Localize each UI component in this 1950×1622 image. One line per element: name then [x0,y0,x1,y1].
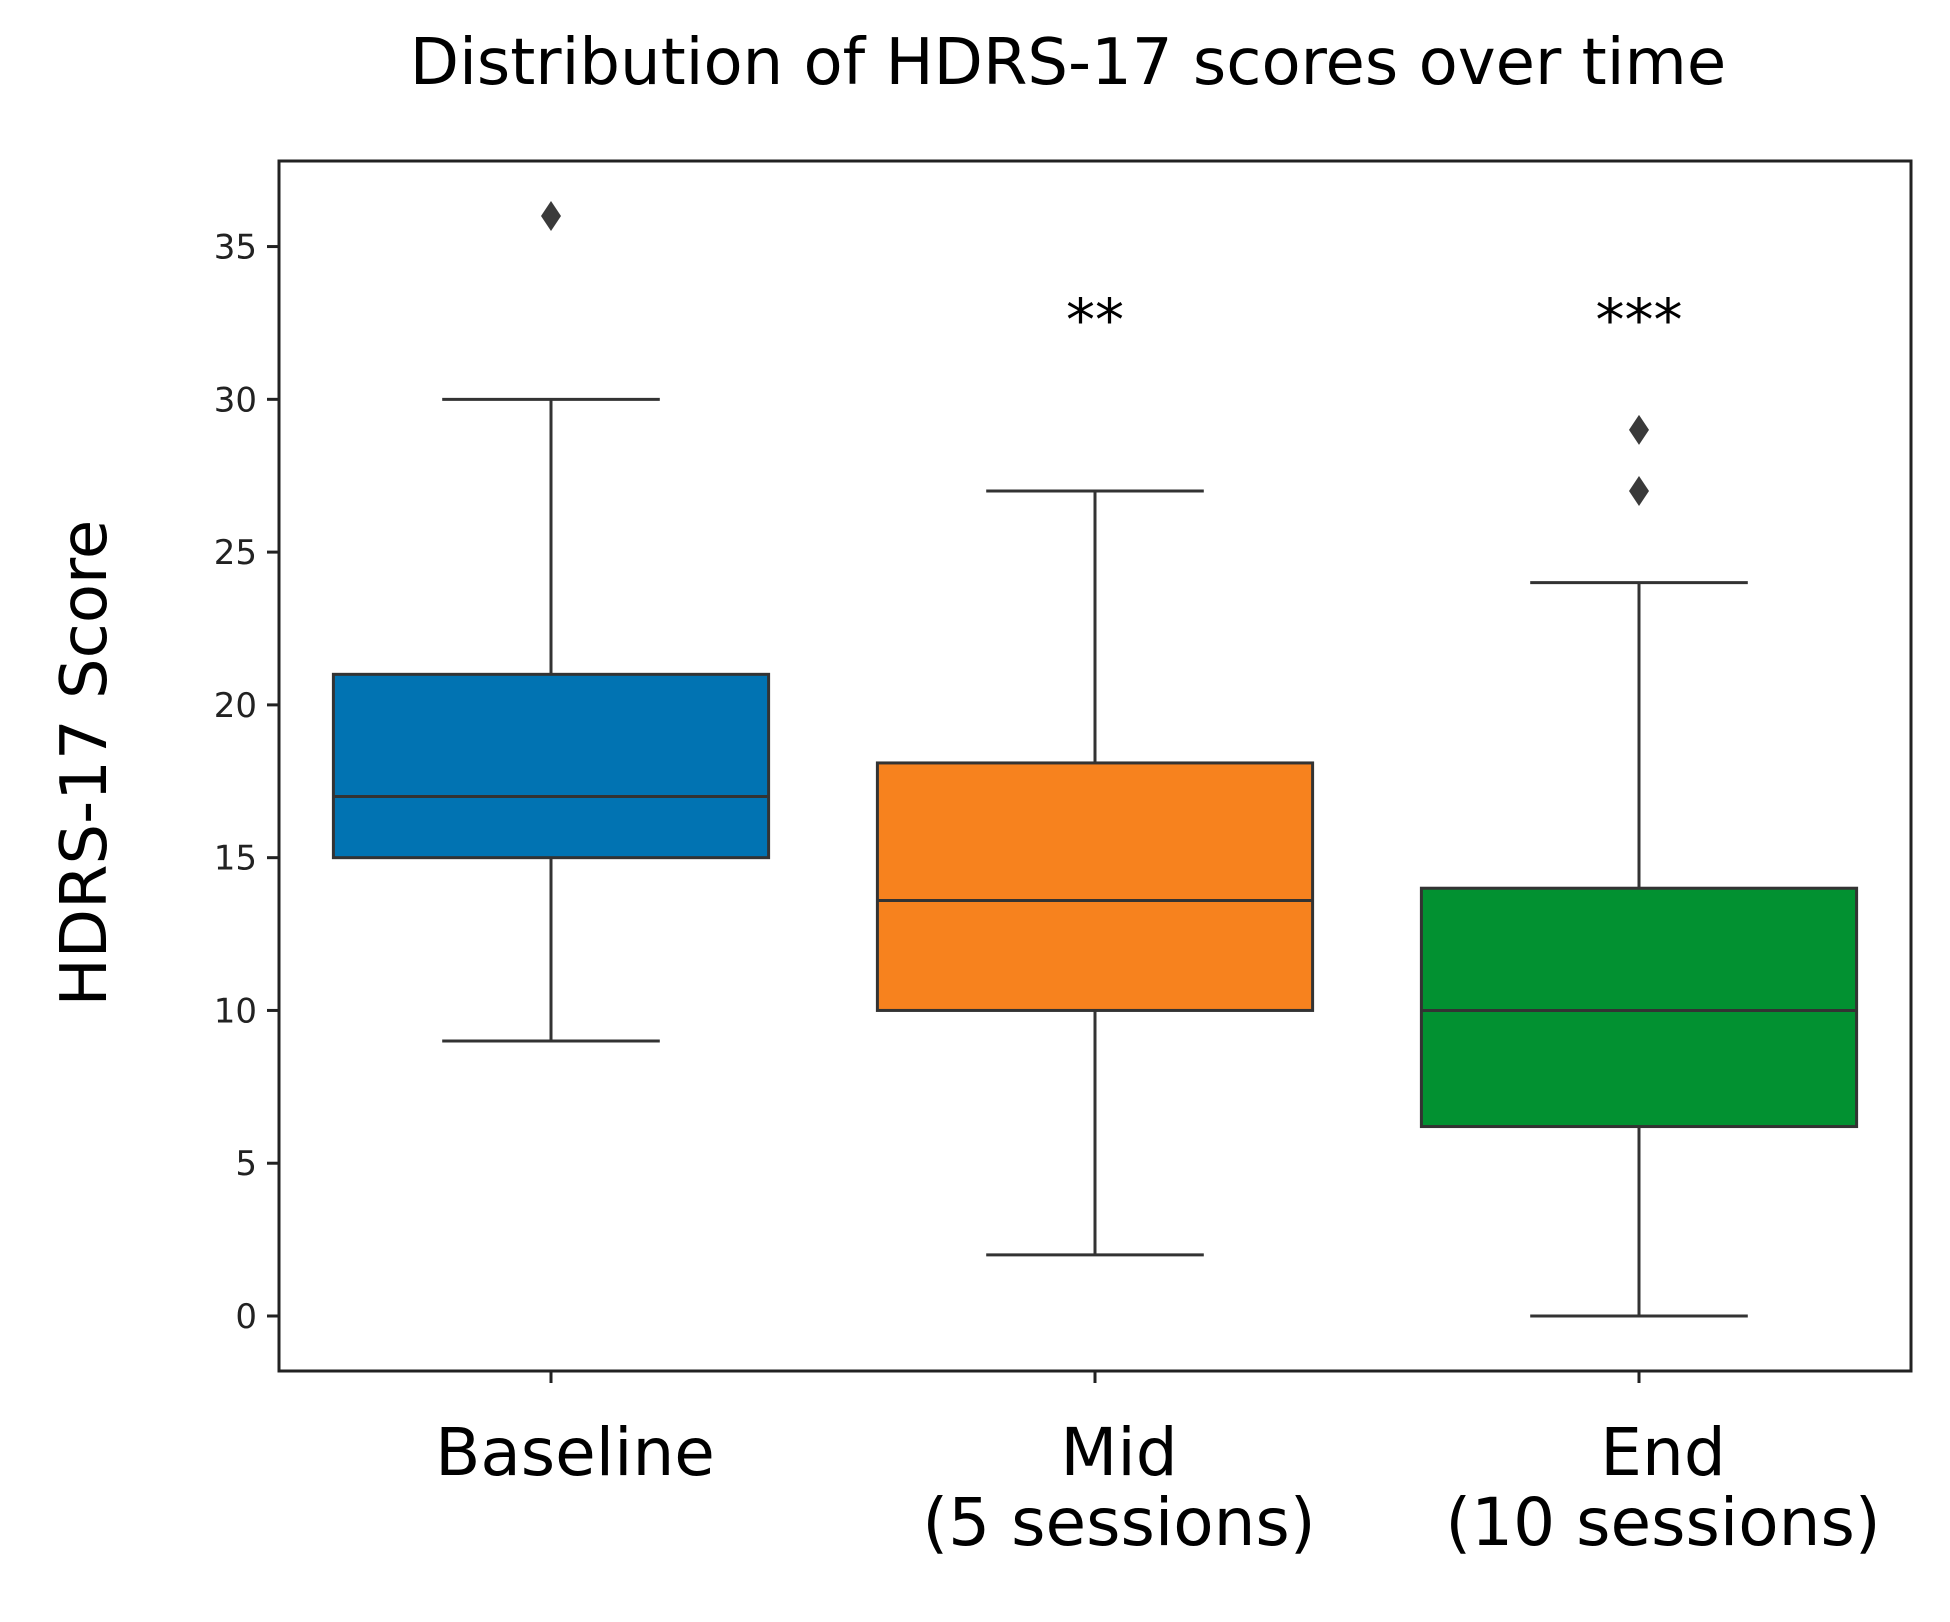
outlier-point [1629,414,1649,445]
x-tick-label: Mid [1060,1414,1177,1491]
x-tick-label: (5 sessions) [922,1484,1315,1561]
chart-title: Distribution of HDRS-17 scores over time [410,26,1726,100]
significance-marker: *** [1596,286,1683,354]
y-tick-label: 10 [214,991,257,1031]
plot-area: 0 5 10 15 20 25 30 35 Baseline ** Mid(5 sessions) *… [214,201,1881,1561]
x-tick-label: (10 sessions) [1445,1484,1880,1561]
y-axis-label: HDRS-17 Score [48,520,122,1007]
y-tick-label: 25 [214,533,257,573]
significance-marker: ** [1066,286,1124,354]
y-tick-label: 15 [214,839,257,879]
x-tick-label: End [1600,1414,1725,1491]
box-group-mid: ** [875,286,1315,1257]
y-tick-label: 20 [214,686,257,726]
box-group-end: *** [1419,286,1859,1318]
y-tick-label: 5 [235,1144,257,1184]
x-tick-label: Baseline [435,1414,715,1491]
plot-frame [277,159,1913,1373]
box-group-baseline [331,201,771,1043]
box-iqr [1419,886,1859,1129]
y-tick-label: 30 [214,380,257,420]
outlier-point [541,201,561,231]
y-tick-label: 0 [235,1297,257,1337]
y-tick-label: 35 [214,228,257,268]
outlier-point [1629,476,1649,506]
box-iqr [875,761,1315,1012]
box-iqr [331,672,771,860]
